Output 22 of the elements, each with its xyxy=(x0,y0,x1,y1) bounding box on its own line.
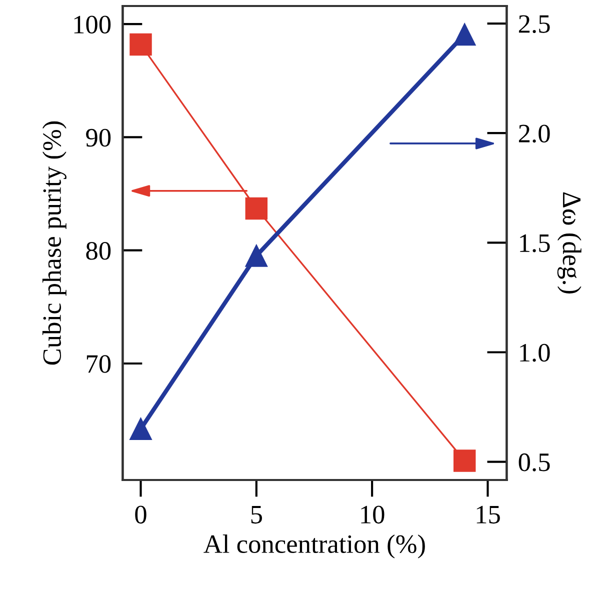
point xyxy=(130,418,152,440)
point xyxy=(245,197,268,220)
point xyxy=(245,244,268,267)
y-tick-label: 70 xyxy=(86,355,111,373)
x-axis-title: Al concentration (%) xyxy=(204,534,425,558)
y2-tick-label: 1.0 xyxy=(520,344,550,362)
y2-axis-title: Δω (deg.) xyxy=(557,192,582,294)
x-tick-label: 10 xyxy=(361,506,384,524)
x-tick-label: 15 xyxy=(476,506,500,524)
y2-tick-label: 1.5 xyxy=(520,234,550,252)
point xyxy=(453,23,476,46)
x-tick-label: 5 xyxy=(251,506,262,524)
y-tick-label: 90 xyxy=(86,128,111,147)
point xyxy=(130,33,152,56)
y-tick-label: 100 xyxy=(74,16,111,34)
y-tick-label: 80 xyxy=(86,242,111,260)
y2-tick-label: 2.0 xyxy=(518,124,550,143)
y2-tick-label: 0.5 xyxy=(518,453,550,472)
y2-tick-label: 2.5 xyxy=(518,15,550,34)
x-tick-label: 0 xyxy=(135,506,146,524)
y-axis-title: Cubic phase purity (%) xyxy=(42,121,66,365)
point xyxy=(453,450,476,472)
